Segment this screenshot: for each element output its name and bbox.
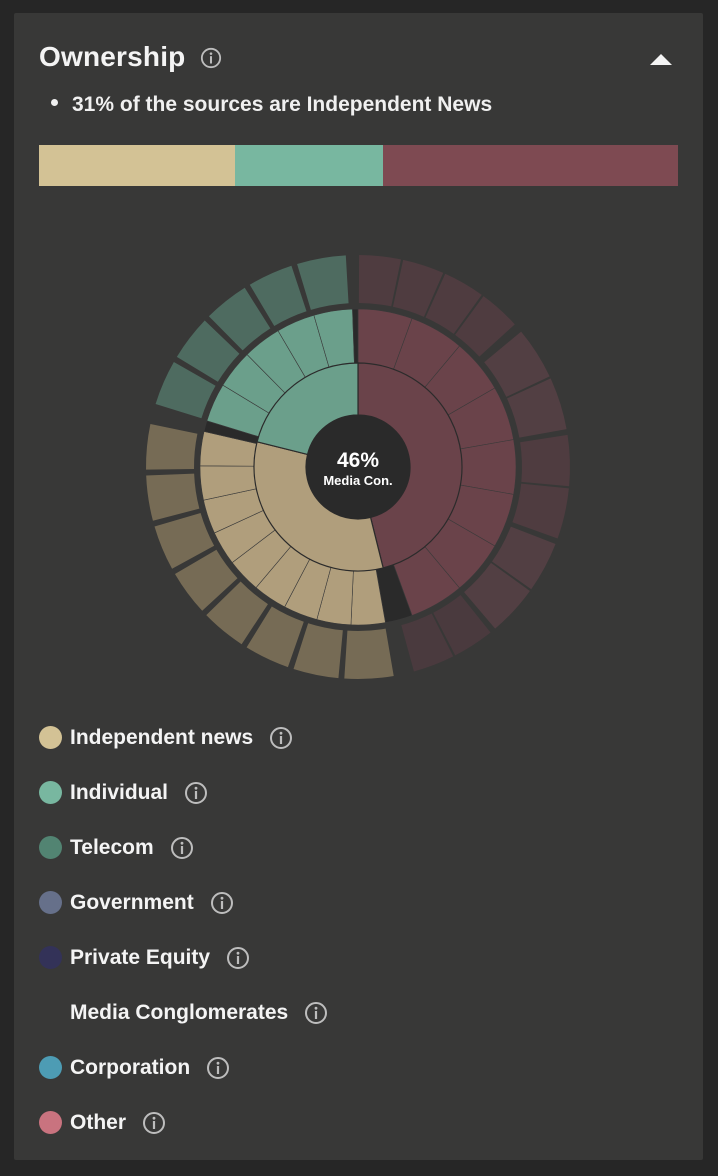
- legend-item-telecom[interactable]: Telecom: [39, 820, 328, 875]
- outer-slice-media-conglomerates[interactable]: [484, 331, 550, 397]
- center-label: Media Con.: [323, 473, 392, 488]
- ownership-stack-bar: [39, 145, 678, 186]
- outer-slice-telecom[interactable]: [208, 287, 271, 351]
- center-circle: [306, 415, 410, 519]
- legend-item-government[interactable]: Government: [39, 875, 328, 930]
- legend-swatch: [39, 946, 62, 969]
- legend-label: Private Equity: [70, 945, 211, 969]
- summary-text: 31% of the sources are Independent News: [72, 93, 493, 116]
- legend-item-media-conglomerates[interactable]: Media Conglomerates: [39, 985, 328, 1040]
- legend-item-private-equity[interactable]: Private Equity: [39, 930, 328, 985]
- info-icon[interactable]: [142, 1111, 166, 1135]
- outer-slice-independent-news[interactable]: [344, 628, 394, 679]
- outer-slice-media-conglomerates[interactable]: [512, 483, 569, 539]
- stack-bar-segment-independent-news[interactable]: [39, 145, 235, 186]
- outer-ring: [146, 255, 571, 679]
- outer-slice-media-conglomerates[interactable]: [455, 296, 515, 357]
- middle-slice-media-conglomerates[interactable]: [460, 439, 517, 495]
- inner-ring: [253, 362, 463, 572]
- sunburst-svg: 46% Media Con.: [146, 255, 571, 679]
- outer-slice-media-conglomerates[interactable]: [492, 526, 556, 590]
- outer-slice-media-conglomerates[interactable]: [520, 434, 571, 487]
- legend-item-individual[interactable]: Individual: [39, 765, 328, 820]
- outer-slice-independent-news[interactable]: [154, 513, 215, 569]
- outer-slice-media-conglomerates[interactable]: [425, 273, 482, 334]
- center-value: 46%: [337, 449, 379, 472]
- legend-label: Corporation: [70, 1055, 191, 1079]
- legend-swatch: [39, 781, 62, 804]
- outer-slice-telecom[interactable]: [249, 265, 307, 326]
- panel-title: Ownership: [39, 41, 186, 72]
- chevron-up-icon[interactable]: [649, 51, 673, 67]
- info-icon[interactable]: [206, 1056, 230, 1080]
- outer-slice-media-conglomerates[interactable]: [392, 259, 444, 317]
- info-icon[interactable]: [184, 781, 208, 805]
- info-icon[interactable]: [170, 836, 194, 860]
- legend-label: Media Conglomerates: [70, 1000, 289, 1024]
- legend-label: Independent news: [70, 725, 254, 749]
- legend-swatch: [39, 836, 62, 859]
- outer-slice-telecom[interactable]: [176, 320, 240, 382]
- legend-label: Other: [70, 1110, 127, 1134]
- outer-slice-telecom[interactable]: [297, 255, 349, 310]
- legend-item-other[interactable]: Other: [39, 1095, 328, 1150]
- legend-label: Telecom: [70, 835, 154, 859]
- legend-swatch: [39, 1056, 62, 1079]
- legend-swatch: [39, 891, 62, 914]
- legend-item-independent-news[interactable]: Independent news: [39, 710, 328, 765]
- legend: Independent news Individual Telecom Governm…: [39, 710, 328, 1150]
- legend-label: Individual: [70, 780, 169, 804]
- outer-slice-telecom[interactable]: [155, 361, 216, 419]
- info-icon[interactable]: [210, 891, 234, 915]
- info-icon[interactable]: [200, 47, 222, 69]
- stack-bar-segment-individual[interactable]: [234, 145, 383, 186]
- outer-slice-independent-news[interactable]: [293, 623, 343, 679]
- legend-swatch: [39, 726, 62, 749]
- legend-label: Government: [70, 890, 194, 914]
- outer-slice-independent-news[interactable]: [146, 473, 200, 521]
- outer-slice-independent-news[interactable]: [174, 549, 238, 611]
- sunburst-chart: 46% Media Con.: [14, 213, 703, 693]
- stack-bar-segment-media-conglomerates[interactable]: [382, 145, 678, 186]
- outer-slice-independent-news[interactable]: [206, 581, 268, 645]
- outer-slice-media-conglomerates[interactable]: [464, 562, 530, 629]
- middle-ring: [199, 308, 517, 626]
- outer-slice-media-conglomerates[interactable]: [506, 378, 567, 438]
- info-icon[interactable]: [269, 726, 293, 750]
- outer-slice-independent-news[interactable]: [246, 606, 304, 668]
- ownership-panel: Ownership 31% of the sources are Indepen…: [14, 13, 703, 1160]
- outer-slice-media-conglomerates[interactable]: [358, 255, 401, 307]
- outer-slice-media-conglomerates[interactable]: [433, 594, 491, 656]
- legend-swatch: [39, 1111, 62, 1134]
- legend-item-corporation[interactable]: Corporation: [39, 1040, 328, 1095]
- legend-swatch: [39, 1001, 62, 1024]
- outer-slice-media-conglomerates[interactable]: [401, 613, 454, 672]
- summary-bullet: [51, 99, 58, 106]
- info-icon[interactable]: [304, 1001, 328, 1025]
- info-icon[interactable]: [226, 946, 250, 970]
- outer-slice-independent-news[interactable]: [146, 424, 198, 470]
